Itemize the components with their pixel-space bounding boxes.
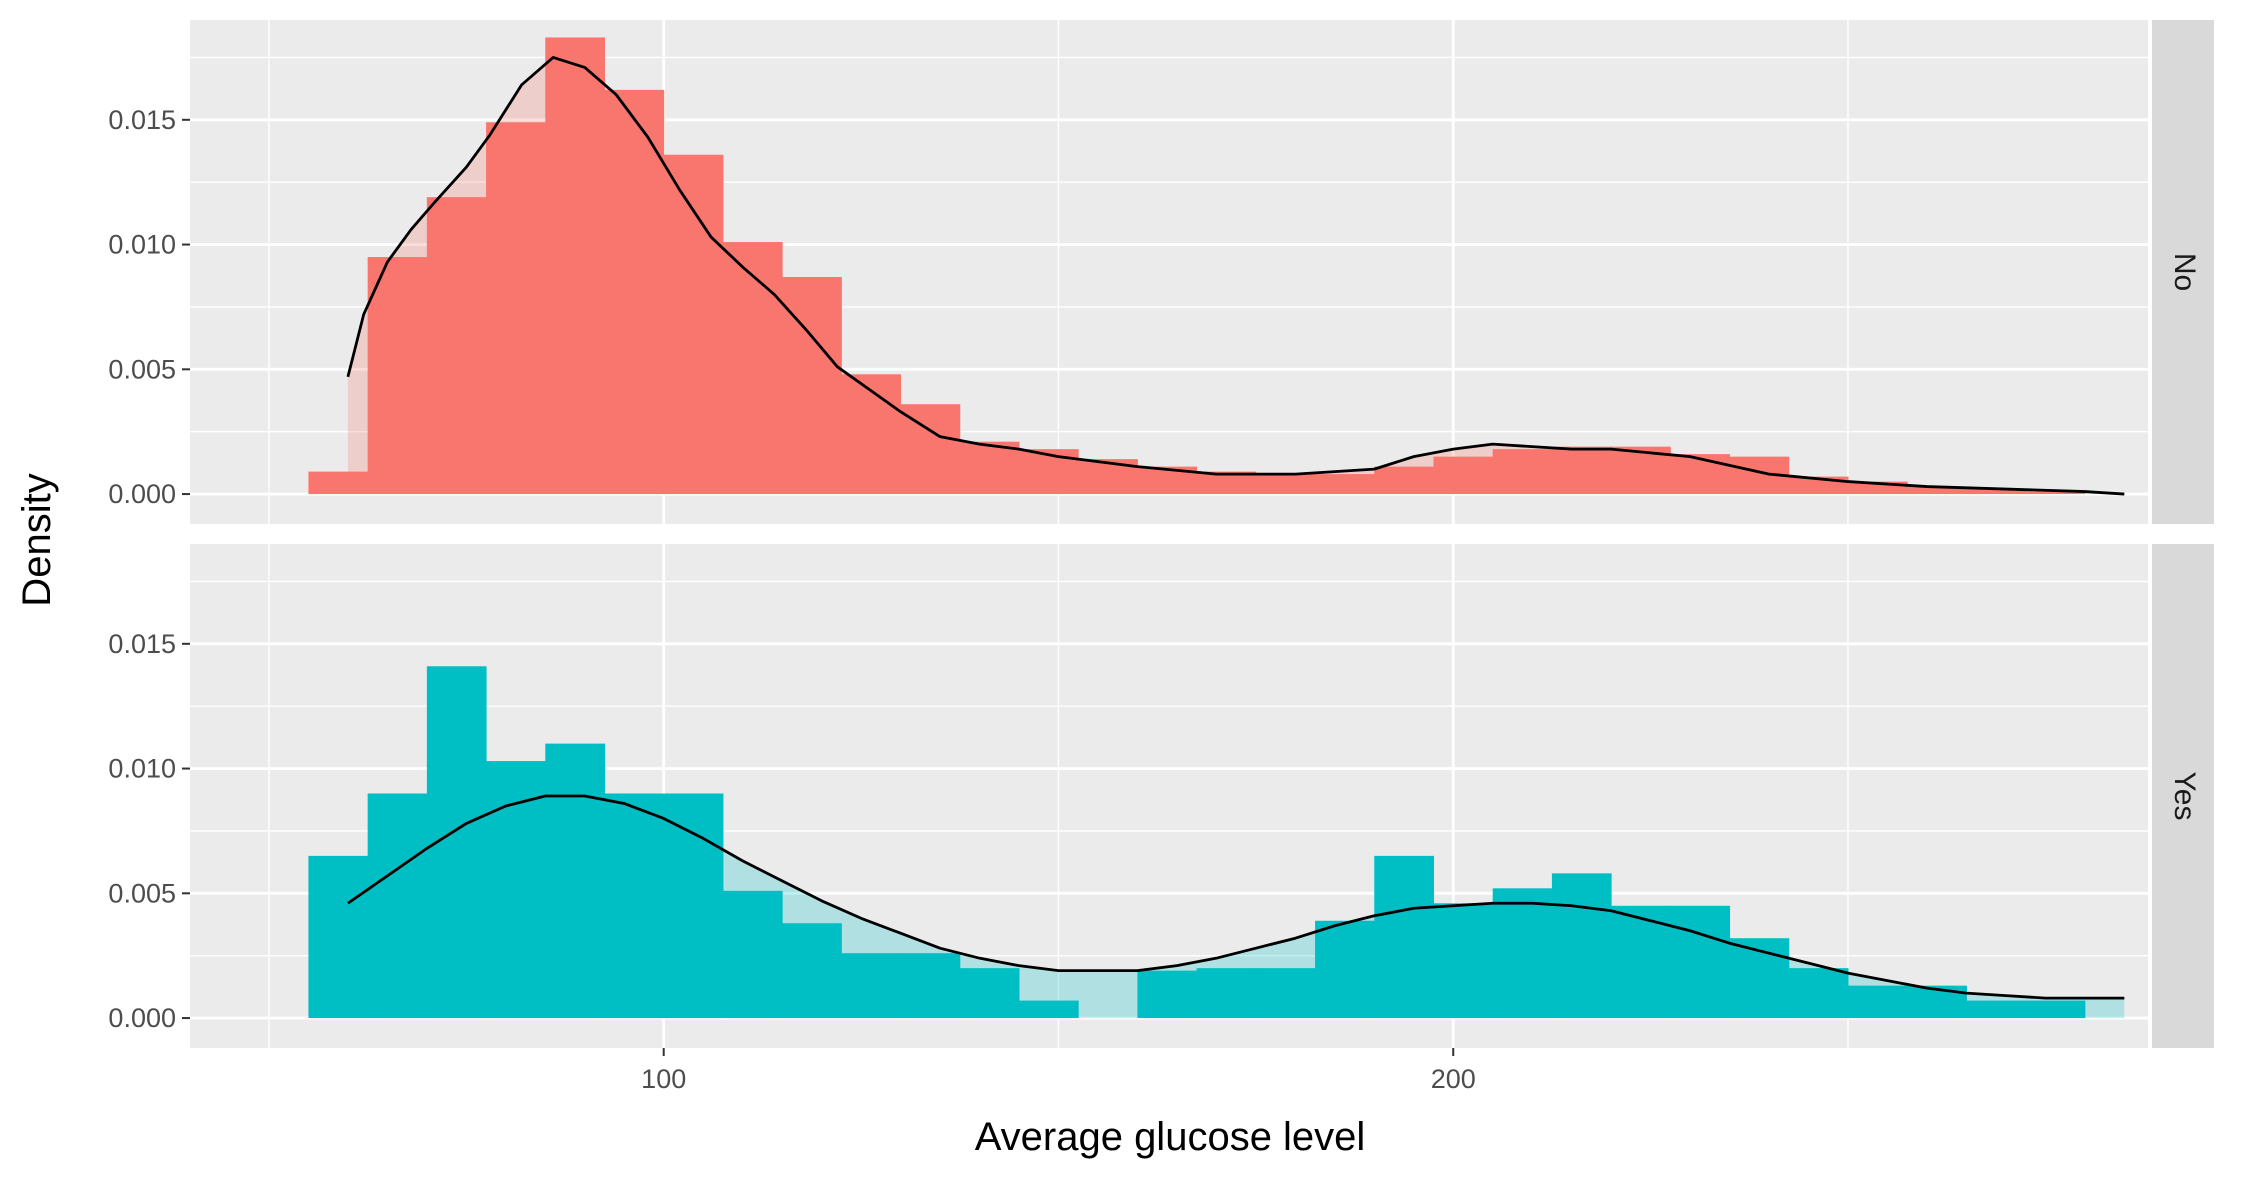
- histogram-bar: [959, 968, 1020, 1019]
- histogram-bar: [604, 793, 665, 1019]
- y-tick-label: 0.010: [108, 230, 176, 260]
- density-curve: [347, 794, 2125, 1000]
- histogram-bar: [782, 276, 842, 495]
- histogram-bar: [486, 122, 546, 495]
- histogram-bar: [1551, 873, 1612, 1019]
- histogram-bar: [900, 953, 961, 1019]
- histogram-bar: [1255, 968, 1316, 1019]
- histogram-bar: [959, 441, 1020, 495]
- histogram-bar: [1374, 855, 1434, 1019]
- histogram-bar: [308, 471, 369, 495]
- y-tick-label: 0.000: [108, 479, 176, 509]
- histogram-bar: [782, 923, 842, 1019]
- histogram-bar: [1018, 1000, 1079, 1019]
- y-tick-label: 0.015: [108, 629, 176, 659]
- histogram-bar: [1137, 970, 1198, 1019]
- facet-strip: [2152, 20, 2214, 524]
- histogram-bar: [1492, 449, 1553, 495]
- histogram-bar: [1315, 920, 1375, 1019]
- histogram-bar: [1492, 888, 1553, 1019]
- y-tick-label: 0.000: [108, 1003, 176, 1033]
- histogram-bar: [1433, 903, 1494, 1019]
- density-curve: [346, 56, 2125, 496]
- histogram-bar: [841, 953, 902, 1019]
- histogram-bar: [1966, 489, 2027, 495]
- facet-strip-label: Yes: [2168, 772, 2201, 821]
- y-tick-label: 0.010: [108, 754, 176, 784]
- x-tick-label: 200: [1431, 1064, 1476, 1094]
- panel-yes: 0.000 0.005 0.010 0.015 Yes: [108, 544, 2214, 1048]
- histogram-bar: [1433, 456, 1494, 495]
- facet-strip: [2152, 544, 2214, 1048]
- histogram-bar: [663, 154, 724, 495]
- facet-strip-label: No: [2168, 253, 2201, 291]
- histogram-bar: [663, 793, 724, 1019]
- histogram-bar: [2025, 491, 2086, 495]
- histogram-bar: [545, 743, 605, 1019]
- y-tick-label: 0.015: [108, 105, 176, 135]
- histogram-bar: [604, 89, 665, 495]
- histogram-bar: [1196, 968, 1257, 1019]
- histogram-bar: [1670, 905, 1731, 1019]
- x-axis-title: Average glucose level: [975, 1115, 1366, 1159]
- x-tick-label: 100: [641, 1064, 686, 1094]
- histogram-bar: [1196, 471, 1257, 495]
- histogram-bar: [1551, 446, 1612, 495]
- histogram-bar: [1315, 474, 1375, 495]
- y-tick-label: 0.005: [108, 354, 176, 384]
- histogram-bar: [1907, 486, 1967, 495]
- histogram-bar: [1374, 466, 1434, 495]
- histogram-bar: [1670, 454, 1731, 495]
- histogram-bar: [308, 855, 369, 1019]
- histogram-bar: [2025, 1000, 2086, 1019]
- histogram-bar: [1788, 968, 1849, 1019]
- panel-no: 0.000 0.005 0.010 0.015 No: [108, 20, 2214, 524]
- histogram-bar: [367, 793, 428, 1019]
- histogram-bar: [1847, 985, 1908, 1019]
- histogram-bar: [1966, 1000, 2027, 1019]
- histogram-bar: [545, 37, 605, 495]
- y-axis-title: Density: [15, 473, 59, 606]
- histogram-bar: [486, 761, 546, 1019]
- histogram-bar: [722, 890, 783, 1019]
- histogram-bar: [1255, 474, 1316, 495]
- histogram-bar: [367, 257, 428, 495]
- histogram-bar: [722, 242, 783, 495]
- histogram-bar: [841, 374, 902, 495]
- histogram-bar: [426, 197, 487, 495]
- y-tick-label: 0.005: [108, 878, 176, 908]
